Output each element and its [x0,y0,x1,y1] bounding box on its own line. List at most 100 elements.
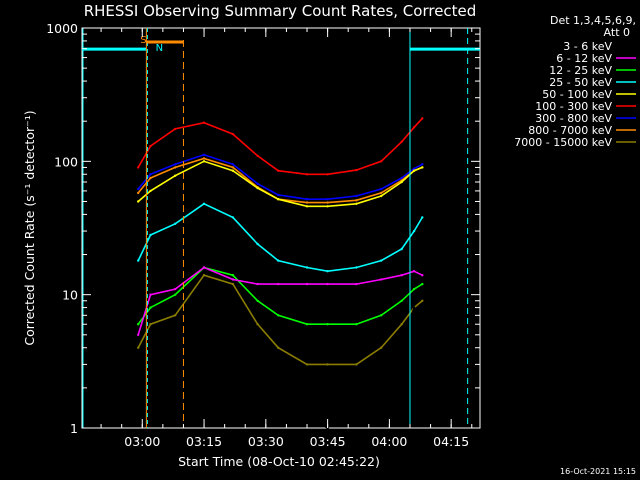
series-point [137,323,140,326]
legend-entry-label: 7000 - 15000 keV [514,136,612,149]
series-point [400,323,403,326]
series-point [326,363,329,366]
series-point [137,259,140,262]
y-tick-label: 1000 [46,21,78,36]
series-line [137,266,423,336]
x-tick-label: 04:00 [371,434,407,449]
legend-entry-label: 6 - 12 keV [556,52,612,65]
x-tick-label: 03:00 [124,434,160,449]
x-tick-label: 03:15 [186,434,222,449]
series-point [149,176,152,180]
series-point [231,216,235,219]
series-point [277,314,280,317]
y-axis-label: Corrected Count Rate (s⁻¹ detector⁻¹) [22,110,37,345]
series-point [305,205,309,208]
legend-header: Det 1,3,4,5,6,9, [550,14,636,27]
series-point [355,266,358,269]
series-layer [137,117,424,430]
series-point [400,274,403,277]
series-point [412,306,416,309]
series-point [231,163,235,166]
legend-entry-label: 800 - 7000 keV [528,124,612,137]
series-point [256,186,259,190]
series-point [412,229,416,233]
series-point [256,323,259,326]
series-point [355,282,358,286]
series-point [380,346,383,349]
series-point [149,293,152,296]
series-line [137,157,423,204]
series-point [277,169,280,172]
series-point [231,278,235,281]
series-point [277,346,280,349]
series-point [174,287,177,291]
series-point [380,160,383,163]
series-point [174,127,177,131]
series-point [202,157,206,160]
series-point [137,403,140,406]
series-point [421,282,424,286]
annotation-label: S [140,35,146,46]
series-point [421,163,424,166]
series-point [412,287,416,291]
series-point [421,299,424,302]
series-point [149,144,152,148]
legend-entry-label: 25 - 50 keV [549,76,612,89]
series-point [231,282,235,286]
series-point [174,293,177,296]
series-point [174,174,177,177]
series-point [277,259,280,262]
series-point [380,191,383,195]
x-tick-label: 03:45 [310,434,346,449]
series-point [380,187,383,191]
series-point [202,274,206,277]
series-point [231,314,235,317]
series-point [277,386,280,390]
series-point [421,166,424,169]
series-point [277,198,280,201]
legend-header: Att 0 [604,26,630,39]
series-line [137,266,423,326]
series-point [400,180,403,184]
series-point [174,166,177,169]
series-point [400,140,403,143]
series-point [174,222,177,225]
series-line [137,274,423,366]
series-point [174,163,177,166]
series-point [137,191,140,195]
series-point [380,194,383,198]
series-point [149,189,152,193]
series-point [355,202,358,205]
y-tick-label: 1 [70,421,78,436]
series-point [149,173,152,176]
series-point [149,346,152,349]
series-point [412,169,416,172]
series-point [412,126,416,129]
series-point [305,363,309,366]
series-point [421,314,424,317]
series-point [305,198,309,201]
timestamp: 16-Oct-2021 15:15 [560,467,636,476]
series-point [137,346,140,349]
series-point [355,168,358,172]
series-point [355,323,358,326]
series-point [256,299,259,302]
series-point [400,247,403,251]
series-line [137,153,423,200]
series-point [137,333,140,336]
series-point [305,282,309,286]
series-point [412,270,416,273]
series-point [202,121,206,124]
legend-entry-label: 300 - 800 keV [535,112,612,125]
series-point [380,278,383,281]
axis-layer: 1 10 100 1000 03:00 03:15 03:30 03:45 04:00 04:15 [46,21,480,449]
series-point [305,201,309,204]
legend-entry-label: 12 - 25 keV [549,64,612,77]
series-point [149,233,152,237]
plot-border [81,27,481,429]
legend-entry-label: 3 - 6 keV [563,40,612,53]
legend-entry-label: 50 - 100 keV [542,88,612,101]
series-point [326,282,329,286]
